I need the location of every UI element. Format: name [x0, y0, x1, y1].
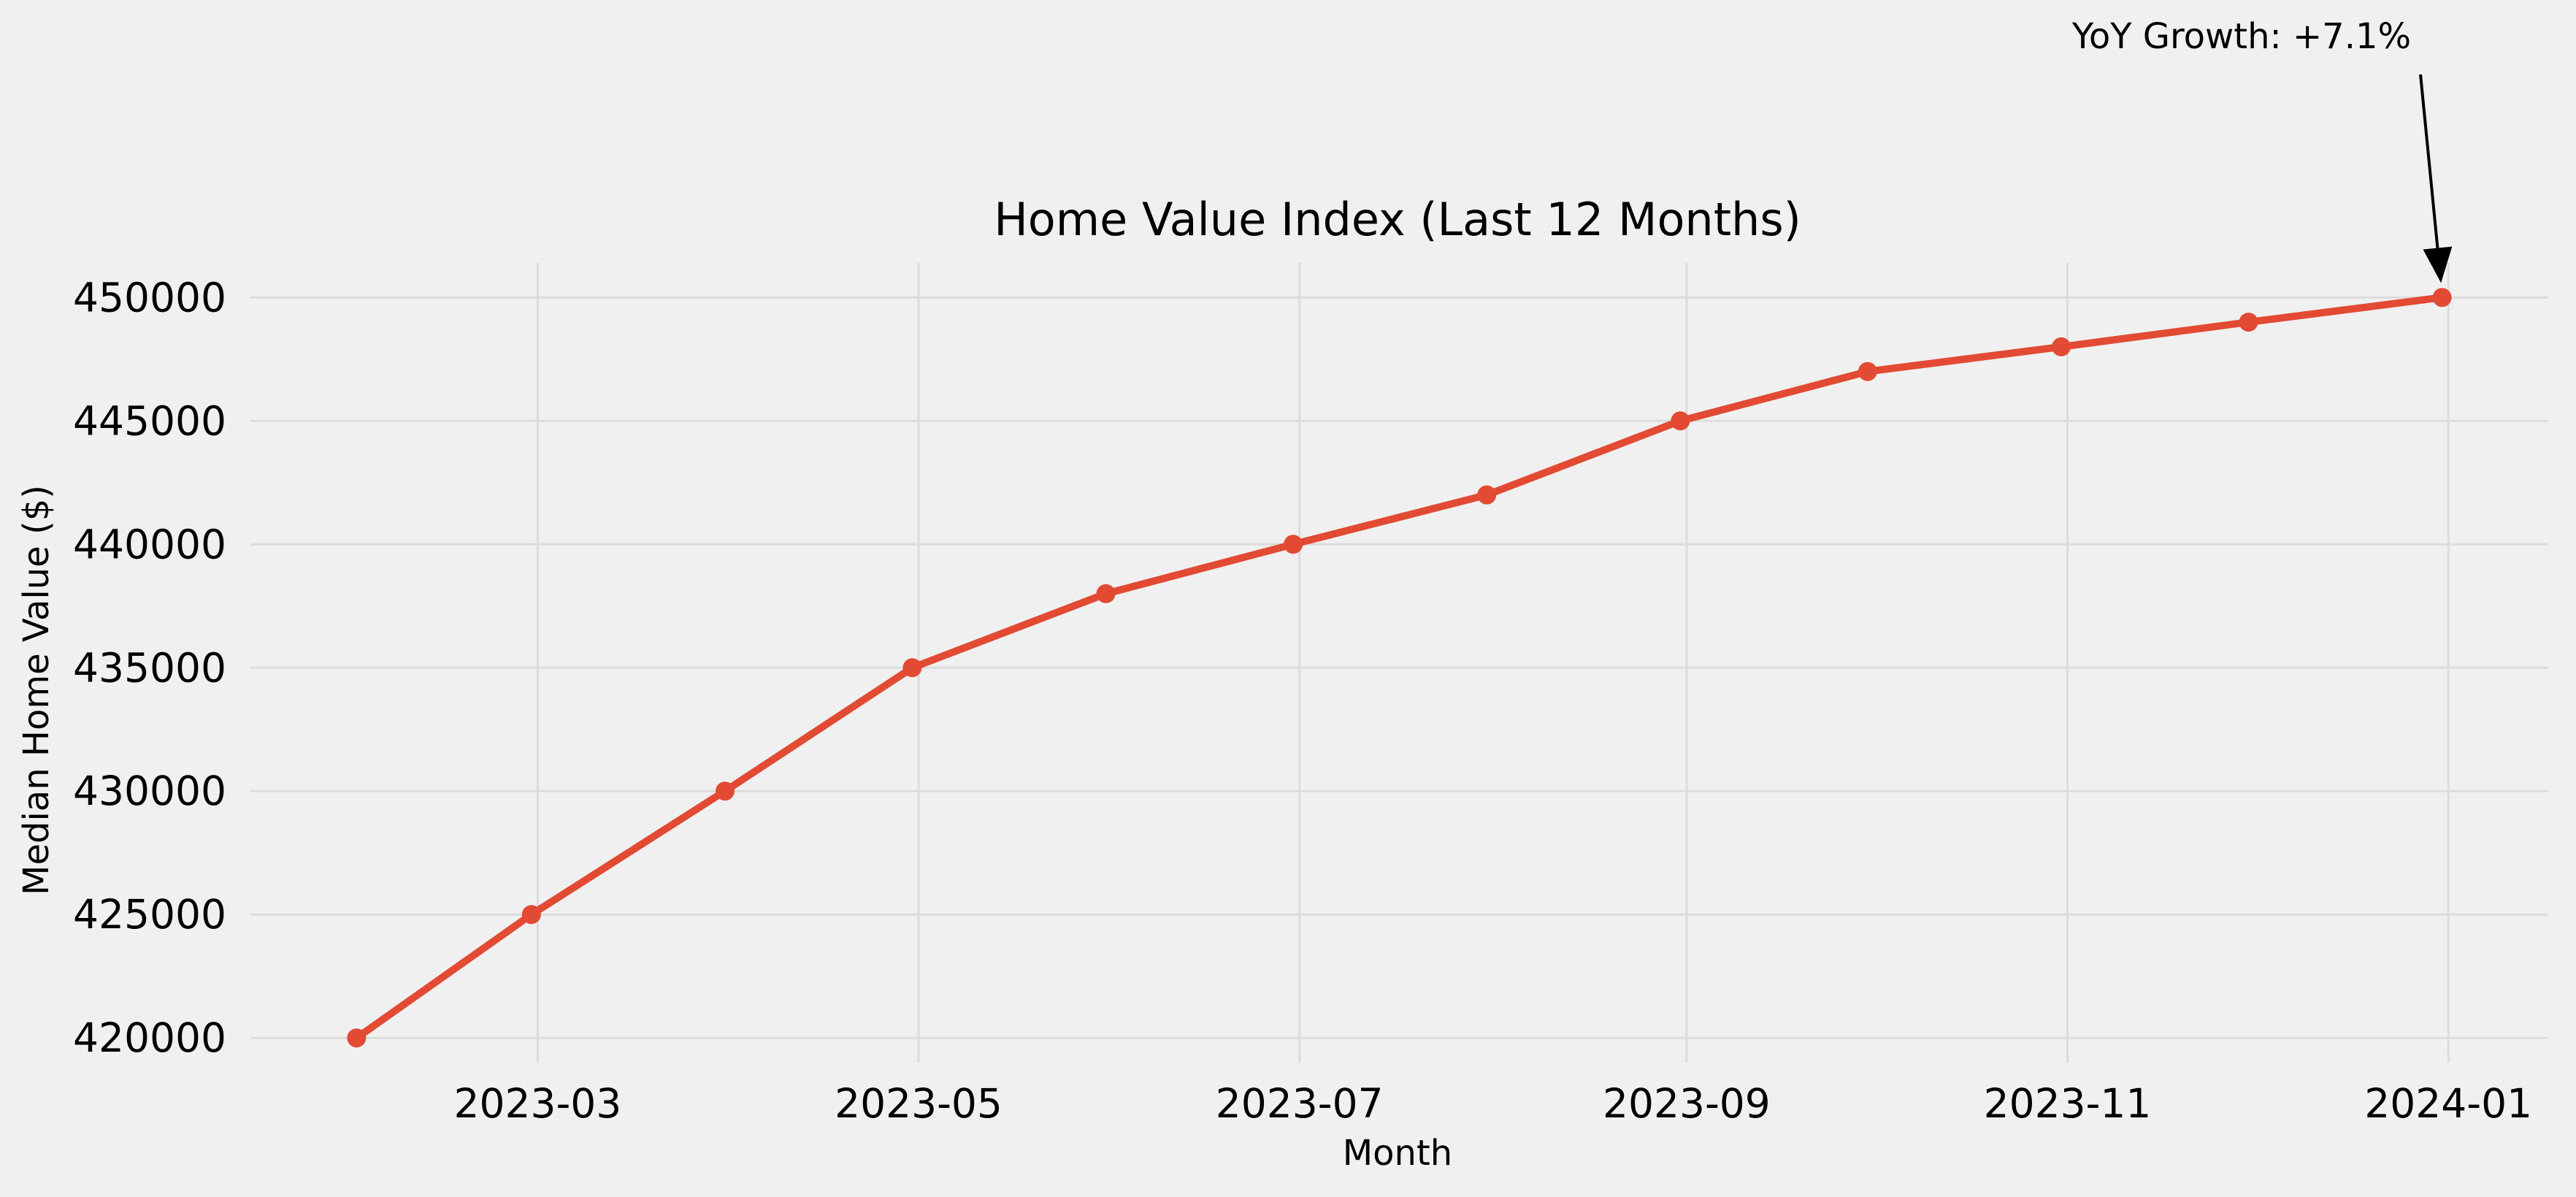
y-tick-label: 425000 [73, 891, 226, 938]
annotation-arrow-head [2423, 246, 2453, 283]
x-tick-label: 2023-05 [835, 1080, 1003, 1127]
y-tick-label: 435000 [73, 644, 226, 691]
y-tick-label: 440000 [73, 521, 226, 567]
data-point [2432, 288, 2452, 307]
y-tick-label: 430000 [73, 768, 226, 814]
series-layer [347, 288, 2452, 1048]
x-axis-label: Month [1343, 1133, 1452, 1174]
data-point [1096, 584, 1116, 603]
annotation: YoY Growth: +7.1% [2071, 16, 2453, 283]
annotation-text: YoY Growth: +7.1% [2071, 16, 2411, 57]
x-tick-label: 2023-09 [1603, 1080, 1771, 1127]
data-point [521, 905, 541, 925]
data-point [2051, 337, 2071, 356]
x-tick-label: 2023-03 [453, 1080, 621, 1127]
x-tick-label: 2023-07 [1216, 1080, 1384, 1127]
data-point [1477, 485, 1497, 505]
data-point [1671, 411, 1690, 431]
x-tick-label: 2023-11 [1984, 1080, 2152, 1127]
data-point [1284, 535, 1303, 554]
y-tick-label: 420000 [73, 1014, 226, 1061]
data-point [2239, 313, 2258, 332]
y-tick-label: 450000 [73, 274, 226, 321]
x-tick-label: 2024-01 [2364, 1080, 2532, 1127]
y-tick-label: 445000 [73, 397, 226, 444]
annotation-arrow-shaft [2419, 74, 2439, 248]
data-point [715, 781, 735, 801]
data-point [902, 658, 922, 678]
series-line [353, 294, 2446, 1042]
data-point [347, 1028, 367, 1048]
tick-labels: 420000 425000 430000 435000 440000 445000 4500… [73, 274, 2532, 1127]
chart-title: Home Value Index (Last 12 Months) [994, 193, 1801, 246]
data-point [1858, 362, 1877, 381]
y-axis-label: Median Home Value ($) [16, 485, 57, 895]
grid [250, 263, 2548, 1063]
